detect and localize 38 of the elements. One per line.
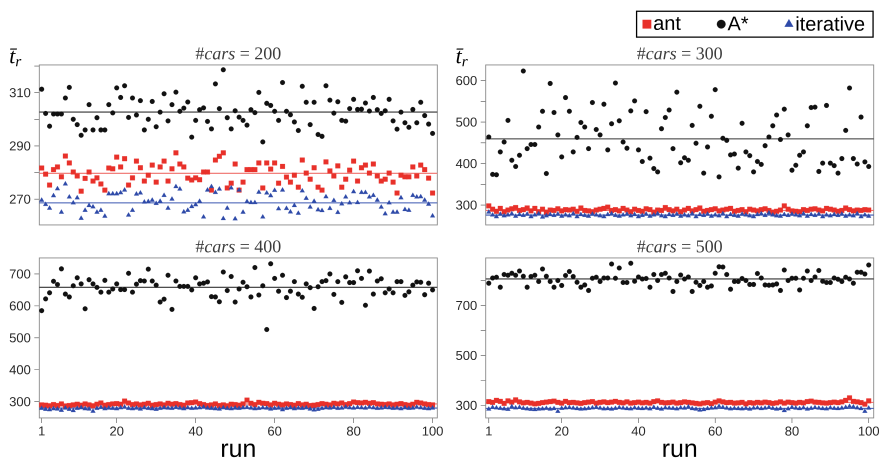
chart-title: #cars = 400 [196,240,281,252]
y-tick-label: 400 [456,158,477,168]
legend-label: ant [654,17,681,30]
legend-label: A* [728,16,748,30]
y-tick-label: 310 [10,88,30,98]
x-tick-label: 1 [486,426,492,436]
x-axis-title: run [222,444,255,458]
y-tick-label: 500 [456,350,477,360]
x-tick-label: 1 [39,426,45,436]
x-tick-label: 20 [555,426,568,436]
x-axis-title: run [663,444,696,458]
y-tick-label: 300 [456,200,477,210]
y-tick-label: 500 [10,333,30,342]
y-tick-label: 270 [10,194,30,204]
y-axis-title: t̄$_{r}$ [456,48,468,66]
chart-title: #cars = 500 [637,240,722,252]
x-tick-label: 80 [785,426,799,436]
y-tick-label: 300 [10,397,30,406]
x-tick-label: 80 [346,426,360,436]
x-tick-label: 100 [858,426,880,436]
y-axis-title: t̄$_{r}$ [10,48,22,66]
y-tick-label: 700 [10,269,30,279]
legend-label: iterative [796,16,864,31]
y-tick-label: 300 [456,400,477,410]
y-tick-label: 600 [456,76,477,86]
x-tick-label: 60 [268,426,282,436]
y-tick-label: 400 [9,365,30,374]
chart-title: #cars = 200 [196,47,281,60]
x-tick-label: 60 [708,426,722,436]
x-tick-label: 100 [422,426,443,436]
y-tick-label: 700 [456,300,477,310]
x-tick-label: 20 [110,426,124,436]
y-tick-label: 600 [10,301,30,310]
y-tick-label: 500 [456,117,477,127]
x-tick-label: 40 [632,426,646,436]
chart-title: #cars = 300 [637,47,722,60]
x-tick-label: 40 [188,426,202,436]
y-tick-label: 290 [10,141,30,150]
